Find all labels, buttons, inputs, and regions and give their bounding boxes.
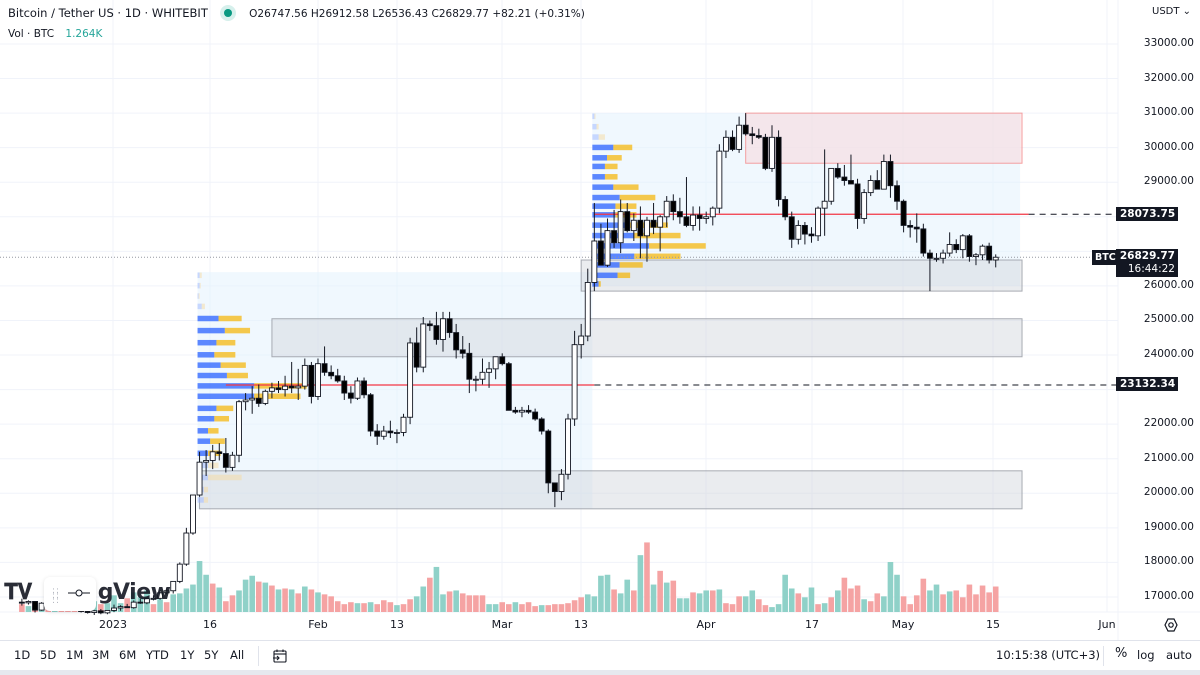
bar-countdown: 16:44:22 — [1127, 263, 1175, 275]
supply-zone[interactable] — [271, 318, 1023, 358]
price-axis-label: 30000.00 — [1143, 140, 1194, 153]
current-price-tag: 26829.77 16:44:22 — [1116, 249, 1178, 277]
divider — [258, 646, 259, 666]
demand-zone[interactable] — [199, 470, 1023, 510]
price-axis-label: 24000.00 — [1143, 348, 1194, 361]
range-button-all[interactable]: All — [230, 648, 245, 662]
current-price: 26829.77 — [1119, 250, 1175, 262]
vp-jan-mar[interactable] — [197, 272, 593, 509]
price-axis-label: 20000.00 — [1143, 486, 1194, 499]
price-axis-label: 21000.00 — [1143, 451, 1194, 464]
open-value: O26747.56 — [249, 8, 308, 20]
price-axis-label: 32000.00 — [1143, 71, 1194, 84]
vp-jan-mar-histogram — [197, 272, 307, 503]
time-axis-label: 16 — [203, 618, 217, 631]
volume-legend[interactable]: Vol · BTC 1.264K — [8, 28, 102, 40]
time-axis-label: 13 — [574, 618, 588, 631]
chart-canvas[interactable] — [0, 0, 1200, 640]
time-axis-label: Mar — [491, 618, 513, 631]
range-button-1m[interactable]: 1M — [66, 648, 84, 662]
price-axis-label: 29000.00 — [1143, 175, 1194, 188]
currency-selector[interactable]: USDT ⌄ — [1152, 6, 1192, 17]
drawing-toolbar-widget[interactable]: :::::: — [44, 577, 96, 611]
market-status-icon — [223, 9, 232, 17]
bottom-toolbar: 1D 5D 1M 3M 6M YTD 1Y 5Y All 10:15:38 (UTC+3) % … — [0, 640, 1200, 671]
time-axis-label: Jun — [1098, 618, 1116, 631]
range-button-5d[interactable]: 5D — [40, 648, 57, 662]
time-axis-label: 17 — [805, 618, 819, 631]
price-axis-label: 31000.00 — [1143, 106, 1194, 119]
range-button-1d[interactable]: 1D — [14, 648, 31, 662]
price-axis-label: 17000.00 — [1143, 589, 1194, 602]
price-axis-label: 25000.00 — [1143, 313, 1194, 326]
price-axis-label: 33000.00 — [1143, 37, 1194, 49]
tradingview-watermark: 𝐓𝐕 gView — [4, 580, 171, 605]
upper-level-tag: 28073.75 — [1116, 207, 1178, 221]
divider — [1103, 646, 1104, 666]
time-axis-label: 2023 — [99, 618, 127, 631]
range-button-ytd[interactable]: YTD — [146, 648, 169, 662]
volume-bars — [19, 542, 999, 612]
symbol-title[interactable]: Bitcoin / Tether US · 1D · WHITEBIT — [8, 6, 208, 20]
range-button-5y[interactable]: 5Y — [204, 648, 219, 662]
lower-level-tag: 23132.34 — [1116, 377, 1178, 391]
price-axis-label: 22000.00 — [1143, 417, 1194, 430]
footer-strip — [0, 670, 1200, 675]
time-axis-label: 13 — [390, 618, 404, 631]
range-button-3m[interactable]: 3M — [92, 648, 110, 662]
change-value: +82.21 (+0.31%) — [492, 8, 585, 20]
symbol-legend[interactable]: Bitcoin / Tether US · 1D · WHITEBIT O267… — [8, 6, 585, 20]
price-axis-label: 19000.00 — [1143, 520, 1194, 533]
volume-value: 1.264K — [65, 28, 103, 40]
line-tool-icon[interactable] — [68, 587, 90, 599]
percent-scale-toggle[interactable]: % — [1115, 646, 1128, 661]
time-axis-label: 15 — [986, 618, 1000, 631]
support-zone-1[interactable] — [580, 259, 1023, 292]
time-axis-label: Feb — [308, 618, 328, 631]
range-button-6m[interactable]: 6M — [119, 648, 137, 662]
close-value: C26829.77 — [431, 8, 489, 20]
log-scale-toggle[interactable]: log — [1137, 648, 1155, 662]
goto-date-icon[interactable] — [272, 648, 288, 664]
time-axis-label: May — [891, 618, 915, 631]
clock-timezone[interactable]: 10:15:38 (UTC+3) — [996, 648, 1101, 662]
ohlc-values: O26747.56 H26912.58 L26536.43 C26829.77 … — [249, 8, 585, 20]
auto-scale-toggle[interactable]: auto — [1166, 648, 1192, 662]
time-axis-label: Apr — [696, 618, 716, 631]
high-value: H26912.58 — [310, 8, 369, 20]
range-button-1y[interactable]: 1Y — [180, 648, 195, 662]
volume-label: Vol · BTC — [8, 28, 55, 40]
price-axis-label: 26000.00 — [1143, 278, 1194, 291]
low-value: L26536.43 — [372, 8, 429, 20]
price-axis-label: 18000.00 — [1143, 555, 1194, 568]
chart-settings-icon[interactable] — [1164, 618, 1178, 632]
drag-handle-icon[interactable]: :::::: — [52, 586, 61, 606]
